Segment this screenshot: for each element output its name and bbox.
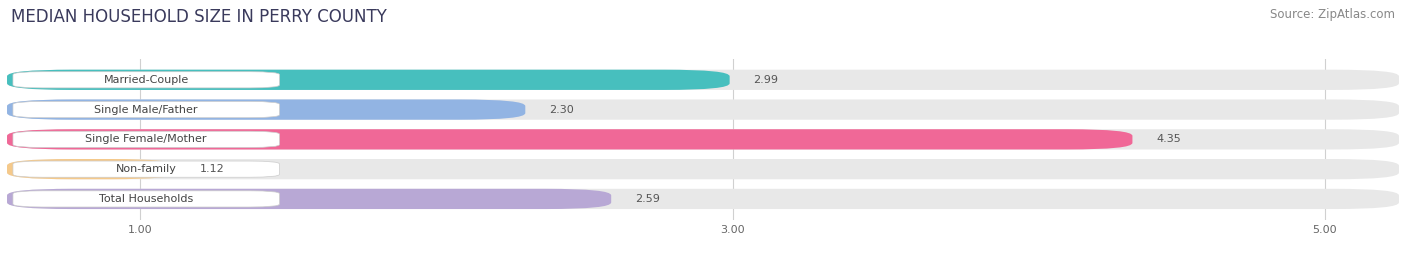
FancyBboxPatch shape [13, 102, 280, 118]
FancyBboxPatch shape [7, 189, 612, 209]
Text: 2.30: 2.30 [548, 105, 574, 115]
Text: 2.59: 2.59 [636, 194, 659, 204]
FancyBboxPatch shape [7, 70, 1399, 90]
FancyBboxPatch shape [7, 159, 1399, 179]
FancyBboxPatch shape [7, 189, 1399, 209]
FancyBboxPatch shape [7, 129, 1399, 150]
Text: 1.12: 1.12 [200, 164, 225, 174]
Text: Source: ZipAtlas.com: Source: ZipAtlas.com [1270, 8, 1395, 21]
Text: Married-Couple: Married-Couple [104, 75, 188, 85]
Text: Non-family: Non-family [115, 164, 177, 174]
FancyBboxPatch shape [7, 99, 1399, 120]
FancyBboxPatch shape [13, 191, 280, 207]
Text: MEDIAN HOUSEHOLD SIZE IN PERRY COUNTY: MEDIAN HOUSEHOLD SIZE IN PERRY COUNTY [11, 8, 387, 26]
FancyBboxPatch shape [13, 131, 280, 147]
FancyBboxPatch shape [7, 159, 176, 179]
Text: Single Female/Mother: Single Female/Mother [86, 134, 207, 144]
Text: Single Male/Father: Single Male/Father [94, 105, 198, 115]
Text: 4.35: 4.35 [1156, 134, 1181, 144]
FancyBboxPatch shape [13, 72, 280, 88]
Text: Total Households: Total Households [98, 194, 194, 204]
FancyBboxPatch shape [13, 161, 280, 177]
FancyBboxPatch shape [7, 70, 730, 90]
Text: 2.99: 2.99 [754, 75, 779, 85]
FancyBboxPatch shape [7, 129, 1132, 150]
FancyBboxPatch shape [7, 99, 526, 120]
